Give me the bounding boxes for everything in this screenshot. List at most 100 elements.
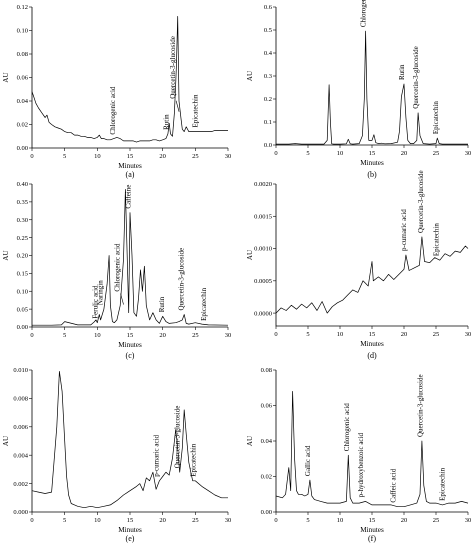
peak-annotation: Chlorogenic acid [109, 86, 117, 135]
y-axis-label: AU [2, 250, 10, 261]
peak-annotation: Epicatechin [433, 223, 441, 257]
x-tick-label: 0 [274, 517, 277, 524]
x-tick-label: 10 [94, 517, 101, 524]
x-tick-label: 15 [127, 153, 134, 160]
peak-annotation: Quercetin-3-glucoside [169, 36, 177, 99]
panel-label: (c) [126, 351, 135, 360]
chart-panel: 0 5 10 15 20 25 30 0.000 0.002 0.004 0.006 0.008 0.0… [2, 367, 231, 543]
y-tick-label: 0.6 [264, 4, 273, 11]
x-tick-label: 10 [337, 517, 344, 524]
y-tick-label: 0.002 [13, 481, 28, 488]
y-tick-label: 0.04 [261, 438, 273, 445]
x-tick-label: 5 [306, 331, 309, 338]
x-tick-label: 25 [433, 331, 440, 338]
panel-label: (a) [126, 170, 135, 179]
panel-label: (d) [367, 351, 377, 360]
peak-annotation: p-hydroxybenzoic acid [357, 433, 365, 498]
y-axis-label: AU [2, 72, 10, 83]
peak-annotation: Caffeine [125, 185, 133, 209]
x-tick-label: 20 [401, 150, 408, 157]
peak-annotation: Quercetin-3-glucoside [174, 406, 182, 469]
x-axis-label: Minutes [360, 340, 384, 348]
x-tick-label: 20 [159, 153, 166, 160]
x-tick-label: 20 [401, 517, 408, 524]
peak-annotation: Epicatechin [200, 287, 208, 321]
x-tick-label: 10 [337, 150, 344, 157]
x-tick-label: 30 [465, 150, 472, 157]
peak-annotation: Caffeic acid [390, 468, 398, 502]
peak-annotation: Epicatechin [432, 101, 440, 135]
y-tick-label: 0.2 [264, 96, 272, 103]
x-tick-label: 25 [192, 153, 199, 160]
peak-annotation: Epicatechin [189, 443, 197, 477]
y-tick-label: 0.0005 [254, 278, 272, 285]
peak-annotation: p-cumaric acid [153, 434, 161, 476]
y-tick-label: 0.5 [264, 27, 272, 34]
x-tick-label: 15 [369, 517, 376, 524]
x-tick-label: 0 [274, 150, 277, 157]
chromatogram-trace [32, 189, 229, 326]
x-tick-label: 10 [94, 332, 101, 339]
peak-annotation: Ferulic acid [91, 285, 99, 319]
peak-annotation: Chlorogenic acid [114, 243, 122, 292]
peak-annotation: Quercetin-3-glucoside [178, 248, 186, 311]
x-tick-label: 20 [159, 332, 166, 339]
y-axis-label: AU [246, 435, 254, 446]
y-tick-label: 0.000 [13, 509, 28, 516]
peak-annotation: Chlorogenic acid [360, 0, 368, 27]
peak-annotation: Quercetin-3-glucoside [412, 46, 420, 109]
x-tick-label: 0 [30, 153, 33, 160]
chart-panel: 0 5 10 15 20 25 30 0.00 0.05 0.10 0.15 0.20 0.25 0.30… [2, 181, 231, 360]
y-tick-label: 0.35 [17, 199, 28, 206]
x-tick-label: 0 [30, 517, 33, 524]
y-tick-label: 0.00 [261, 509, 272, 516]
annotation-arrow [120, 293, 124, 305]
y-tick-label: 0.40 [17, 181, 28, 188]
y-tick-label: 0.25 [17, 235, 28, 242]
x-tick-label: 25 [192, 517, 199, 524]
y-tick-label: 0.02 [17, 122, 28, 129]
x-tick-label: 30 [225, 517, 232, 524]
x-tick-label: 25 [192, 332, 199, 339]
peak-annotation: Rutin [158, 296, 166, 312]
chromatogram-trace [275, 236, 469, 314]
y-tick-label: 0.12 [17, 4, 28, 11]
peak-annotation: Epicatechin [191, 94, 199, 128]
y-tick-label: 0.0 [264, 142, 272, 149]
x-axis-label: Minutes [118, 341, 142, 349]
peak-annotation: Quercetin-3-glucoside [417, 170, 425, 233]
annotation-arrow [175, 100, 180, 112]
y-axis-label: AU [246, 249, 254, 260]
peak-annotation: Naringin [97, 280, 105, 305]
x-tick-label: 30 [465, 517, 472, 524]
y-tick-label: 0.0010 [254, 246, 272, 253]
x-tick-label: 5 [63, 517, 66, 524]
y-tick-label: 0.15 [17, 271, 28, 278]
x-tick-label: 5 [306, 517, 309, 524]
x-tick-label: 5 [306, 150, 309, 157]
x-tick-label: 0 [274, 331, 277, 338]
y-tick-label: 0.10 [17, 288, 28, 295]
y-tick-label: 0.06 [261, 403, 273, 410]
y-tick-label: 0.05 [17, 306, 28, 313]
y-tick-label: 0.3 [264, 73, 272, 80]
peak-annotation: Rutin [163, 114, 171, 130]
y-tick-label: 0.06 [17, 75, 29, 82]
y-tick-label: 0.1 [264, 119, 272, 126]
x-tick-label: 30 [465, 331, 472, 338]
panel-label: (b) [367, 170, 377, 179]
chart-panel: 0 5 10 15 20 25 30 0.0000 0.0005 0.0010 0.0015 0.00… [246, 170, 471, 360]
x-tick-label: 20 [159, 517, 166, 524]
chromatogram-trace [31, 16, 228, 143]
panel-label: (e) [126, 534, 135, 543]
peak-annotation: Epicatechin [438, 467, 446, 501]
x-tick-label: 30 [225, 332, 232, 339]
x-axis-label: Minutes [360, 526, 384, 534]
x-tick-label: 15 [127, 332, 134, 339]
chromatogram-trace [31, 371, 228, 509]
x-tick-label: 15 [127, 517, 134, 524]
x-tick-label: 25 [433, 517, 440, 524]
x-axis-label: Minutes [360, 159, 384, 167]
chromatogram-trace [276, 30, 468, 145]
